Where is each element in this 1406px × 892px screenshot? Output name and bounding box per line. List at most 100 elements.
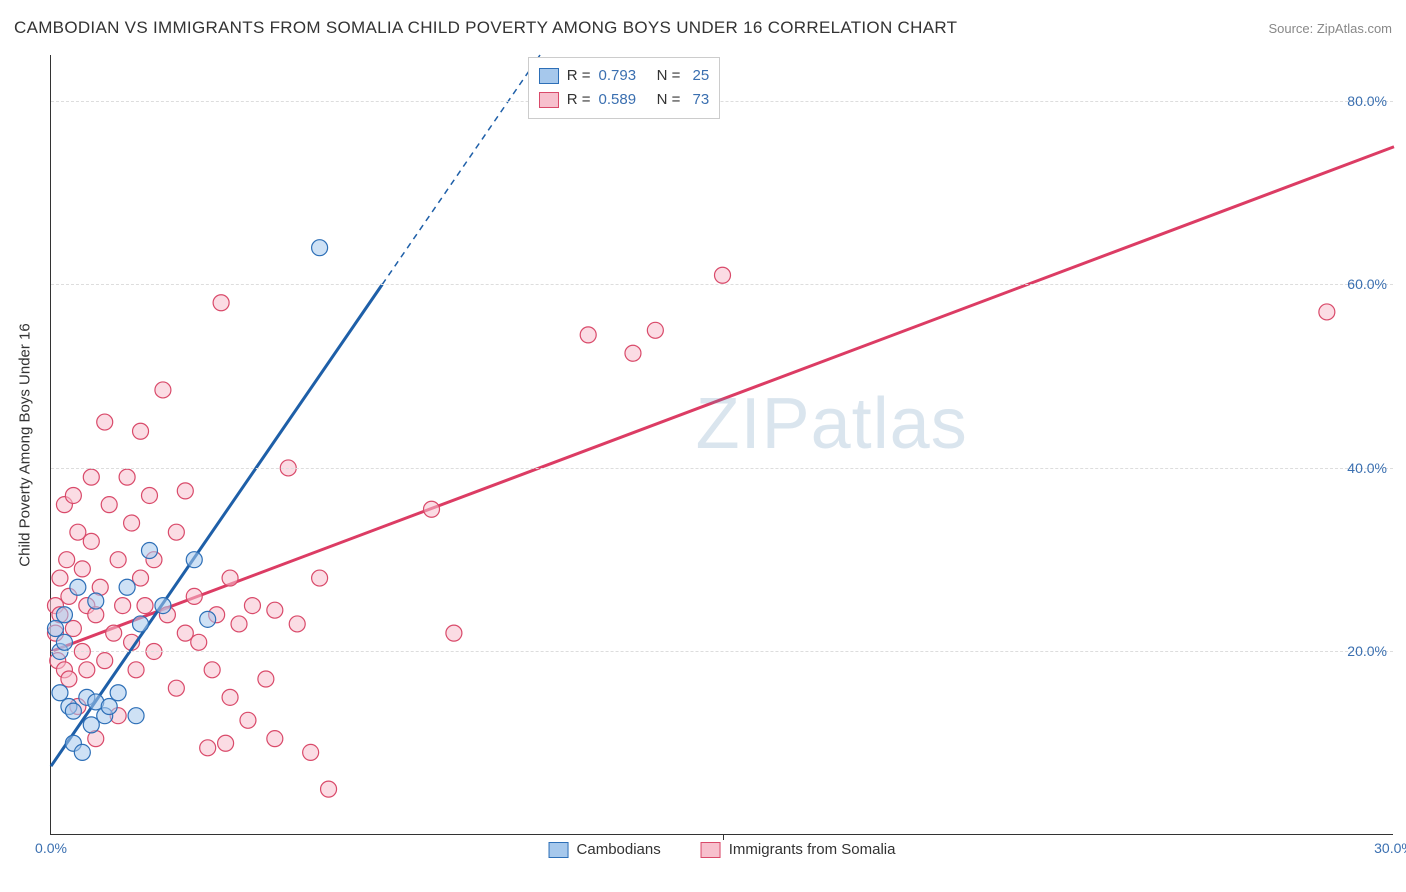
data-point	[141, 487, 157, 503]
data-point	[137, 598, 153, 614]
data-point	[124, 515, 140, 531]
data-point	[59, 552, 75, 568]
legend-r-value: 0.589	[599, 88, 637, 112]
data-point	[128, 708, 144, 724]
data-point	[52, 570, 68, 586]
data-point	[133, 570, 149, 586]
legend-swatch	[539, 92, 559, 108]
legend-n-value: 73	[693, 88, 710, 112]
gridline-h	[51, 651, 1393, 652]
data-point	[70, 524, 86, 540]
data-point	[101, 497, 117, 513]
gridline-h	[51, 101, 1393, 102]
legend-r-label: R =	[567, 88, 591, 112]
data-point	[74, 744, 90, 760]
correlation-chart: CAMBODIAN VS IMMIGRANTS FROM SOMALIA CHI…	[0, 0, 1406, 892]
data-point	[244, 598, 260, 614]
data-point	[191, 634, 207, 650]
data-point	[119, 469, 135, 485]
data-point	[222, 570, 238, 586]
legend-n-value: 25	[693, 64, 710, 88]
trend-line-dashed	[382, 55, 540, 284]
data-point	[97, 414, 113, 430]
data-point	[186, 552, 202, 568]
series-legend-label: Cambodians	[577, 841, 661, 858]
data-point	[79, 662, 95, 678]
data-point	[580, 327, 596, 343]
data-point	[155, 598, 171, 614]
data-point	[177, 625, 193, 641]
data-point	[110, 685, 126, 701]
data-point	[168, 524, 184, 540]
gridline-h	[51, 468, 1393, 469]
x-tick-label: 30.0%	[1374, 840, 1406, 856]
y-tick-label: 20.0%	[1347, 643, 1387, 659]
x-tick-mark	[723, 834, 724, 840]
data-point	[312, 570, 328, 586]
data-point	[97, 653, 113, 669]
title-row: CAMBODIAN VS IMMIGRANTS FROM SOMALIA CHI…	[14, 18, 1392, 38]
data-point	[56, 634, 72, 650]
data-point	[289, 616, 305, 632]
data-point	[56, 607, 72, 623]
data-point	[625, 345, 641, 361]
data-point	[240, 712, 256, 728]
data-point	[312, 240, 328, 256]
data-point	[133, 616, 149, 632]
legend-swatch	[701, 842, 721, 858]
series-legend-label: Immigrants from Somalia	[729, 841, 896, 858]
data-point	[52, 685, 68, 701]
data-point	[647, 322, 663, 338]
plot-svg	[51, 55, 1393, 834]
gridline-h	[51, 284, 1393, 285]
data-point	[74, 561, 90, 577]
data-point	[186, 588, 202, 604]
data-point	[204, 662, 220, 678]
data-point	[213, 295, 229, 311]
data-point	[65, 703, 81, 719]
legend-swatch	[549, 842, 569, 858]
y-axis-label: Child Poverty Among Boys Under 16	[17, 323, 34, 566]
data-point	[61, 671, 77, 687]
data-point	[222, 689, 238, 705]
data-point	[110, 552, 126, 568]
stats-legend-row: R = 0.793 N = 25	[539, 64, 709, 88]
data-point	[715, 267, 731, 283]
y-tick-label: 80.0%	[1347, 93, 1387, 109]
data-point	[231, 616, 247, 632]
chart-title: CAMBODIAN VS IMMIGRANTS FROM SOMALIA CHI…	[14, 18, 957, 38]
trend-line	[51, 284, 382, 766]
data-point	[88, 593, 104, 609]
data-point	[106, 625, 122, 641]
data-point	[70, 579, 86, 595]
legend-r-label: R =	[567, 64, 591, 88]
plot-area: 20.0%40.0%60.0%80.0%0.0%30.0%ZIPatlasR =…	[50, 55, 1393, 835]
data-point	[119, 579, 135, 595]
data-point	[155, 382, 171, 398]
data-point	[133, 423, 149, 439]
data-point	[218, 735, 234, 751]
data-point	[168, 680, 184, 696]
stats-legend-row: R = 0.589 N = 73	[539, 88, 709, 112]
data-point	[83, 533, 99, 549]
data-point	[321, 781, 337, 797]
data-point	[267, 731, 283, 747]
stats-legend: R = 0.793 N = 25R = 0.589 N = 73	[528, 57, 720, 119]
data-point	[177, 483, 193, 499]
data-point	[258, 671, 274, 687]
data-point	[200, 611, 216, 627]
x-tick-label: 0.0%	[35, 840, 67, 856]
data-point	[47, 621, 63, 637]
series-legend-item: Immigrants from Somalia	[701, 841, 896, 858]
data-point	[141, 543, 157, 559]
data-point	[303, 744, 319, 760]
series-legend-item: Cambodians	[549, 841, 661, 858]
series-legend: Cambodians Immigrants from Somalia	[549, 841, 896, 858]
y-tick-label: 60.0%	[1347, 276, 1387, 292]
data-point	[83, 469, 99, 485]
legend-swatch	[539, 68, 559, 84]
data-point	[424, 501, 440, 517]
data-point	[83, 717, 99, 733]
source-label: Source: ZipAtlas.com	[1268, 21, 1392, 36]
legend-n-label: N =	[644, 88, 684, 112]
